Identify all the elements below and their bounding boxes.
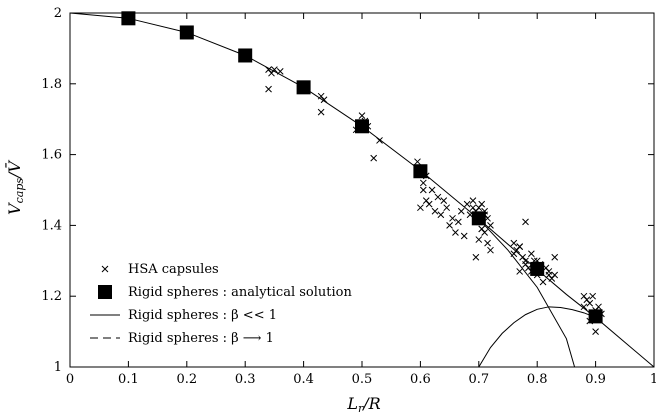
hsa-capsule-point [431, 207, 439, 215]
hsa-capsule-point [440, 197, 448, 204]
hsa-capsule-point [487, 246, 494, 254]
x-axis-title: Lr/R [346, 394, 380, 413]
series-layer [69, 11, 655, 368]
hsa-capsule-point [592, 328, 599, 335]
rigid-sphere-point [471, 211, 486, 226]
hsa-capsule-point [457, 207, 465, 215]
series-line-5 [478, 306, 596, 368]
hsa-capsule-point [522, 260, 529, 268]
hsa-capsule-point [516, 268, 524, 275]
legend-marker-cross [101, 265, 109, 273]
y-tick-label: 1 [54, 360, 62, 375]
hsa-capsule-point [455, 218, 462, 226]
hsa-capsule-point [419, 186, 427, 194]
y-tick-label: 1.8 [41, 77, 62, 92]
hsa-capsule-point [271, 66, 278, 73]
legend: HSA capsules Rigid spheres : analytical s… [90, 262, 352, 346]
y-tick-label: 2 [54, 6, 62, 21]
rigid-sphere-point [121, 11, 136, 26]
svg-text:Lr/R: Lr/R [346, 394, 380, 413]
hsa-capsule-point [469, 197, 477, 204]
rigid-sphere-point [179, 25, 194, 40]
hsa-capsule-point [437, 211, 445, 219]
hsa-capsule-point [419, 179, 427, 187]
y-axis-title: Vcaps/V̄ [3, 160, 26, 215]
rigid-sphere-point [530, 261, 545, 276]
hsa-capsule-point [551, 253, 559, 261]
hsa-capsule-point [551, 271, 559, 279]
hsa-capsule-point [580, 303, 588, 311]
hsa-capsule-point [265, 85, 272, 93]
hsa-capsule-point [589, 292, 597, 300]
hsa-capsule-point [478, 225, 486, 233]
y-tick-label: 1.6 [41, 148, 62, 163]
hsa-capsule-point [522, 218, 529, 226]
hsa-capsule-point [475, 204, 483, 212]
hsa-capsule-point [370, 154, 378, 162]
hsa-capsule-point [358, 112, 366, 120]
hsa-capsule-point [376, 137, 383, 144]
hsa-capsule-point [510, 239, 518, 247]
hsa-capsule-point [452, 229, 459, 236]
hsa-capsule-point [317, 108, 325, 116]
x-tick-label: 0 [66, 372, 74, 387]
y-axis: 1 1.2 1.4 1.6 1.8 2 [41, 6, 654, 375]
x-tick-label: 0.7 [468, 372, 489, 387]
hsa-capsule-point [510, 250, 518, 258]
hsa-capsule-point [320, 96, 328, 104]
x-tick-label: 0.9 [585, 372, 606, 387]
legend-label: HSA capsules [128, 262, 219, 277]
legend-label: Rigid spheres : β ⟶ 1 [128, 331, 274, 346]
hsa-capsule-point [516, 243, 524, 250]
y-tick-label: 1.4 [41, 218, 62, 233]
legend-label: Rigid spheres : β << 1 [128, 308, 277, 323]
svg-text:Vcaps/V̄: Vcaps/V̄ [3, 160, 26, 215]
x-tick-label: 0.4 [293, 372, 314, 387]
hsa-capsule-point [449, 214, 456, 222]
x-tick-label: 0.6 [410, 372, 431, 387]
legend-item: Rigid spheres : analytical solution [98, 285, 352, 300]
x-tick-label: 1 [650, 372, 656, 387]
hsa-capsule-point [475, 236, 483, 243]
x-tick-label: 0.2 [176, 372, 197, 387]
hsa-capsule-point [434, 193, 442, 201]
hsa-capsule-point [595, 303, 602, 311]
y-tick-label: 1.2 [41, 289, 62, 304]
x-tick-label: 0.5 [352, 372, 373, 387]
rigid-sphere-point [413, 164, 428, 179]
rigid-sphere-point [296, 80, 311, 95]
legend-item: Rigid spheres : β << 1 [90, 308, 277, 323]
rigid-sphere-point [238, 48, 253, 63]
hsa-capsule-point [487, 222, 494, 229]
rigid-sphere-point [355, 119, 369, 134]
hsa-capsule-point [414, 158, 421, 166]
hsa-capsule-point [425, 200, 433, 208]
legend-marker-square [98, 285, 112, 299]
x-axis: 0 0.1 0.2 0.3 0.4 0.5 0.6 0.7 0.8 0.9 1 [66, 13, 656, 387]
hsa-capsule-point [417, 204, 424, 212]
legend-label: Rigid spheres : analytical solution [128, 285, 352, 300]
hsa-capsule-point [586, 299, 594, 307]
hsa-capsule-point [545, 271, 553, 279]
hsa-capsule-point [539, 278, 547, 286]
hsa-capsule-point [463, 200, 471, 208]
x-tick-label: 0.1 [118, 372, 139, 387]
hsa-capsule-point [472, 253, 480, 261]
hsa-capsule-point [428, 186, 436, 194]
rigid-sphere-point [588, 309, 603, 324]
hsa-capsule-point [460, 232, 468, 240]
hsa-capsule-point [528, 250, 535, 258]
hsa-capsule-point [276, 68, 284, 75]
legend-item: HSA capsules [101, 262, 219, 277]
x-tick-label: 0.8 [527, 372, 548, 387]
hsa-capsule-point [484, 239, 491, 247]
hsa-capsule-point [443, 204, 451, 212]
x-tick-label: 0.3 [235, 372, 256, 387]
hsa-capsule-point [446, 222, 453, 229]
series-line-4 [478, 218, 576, 368]
legend-item: Rigid spheres : β ⟶ 1 [90, 331, 274, 346]
